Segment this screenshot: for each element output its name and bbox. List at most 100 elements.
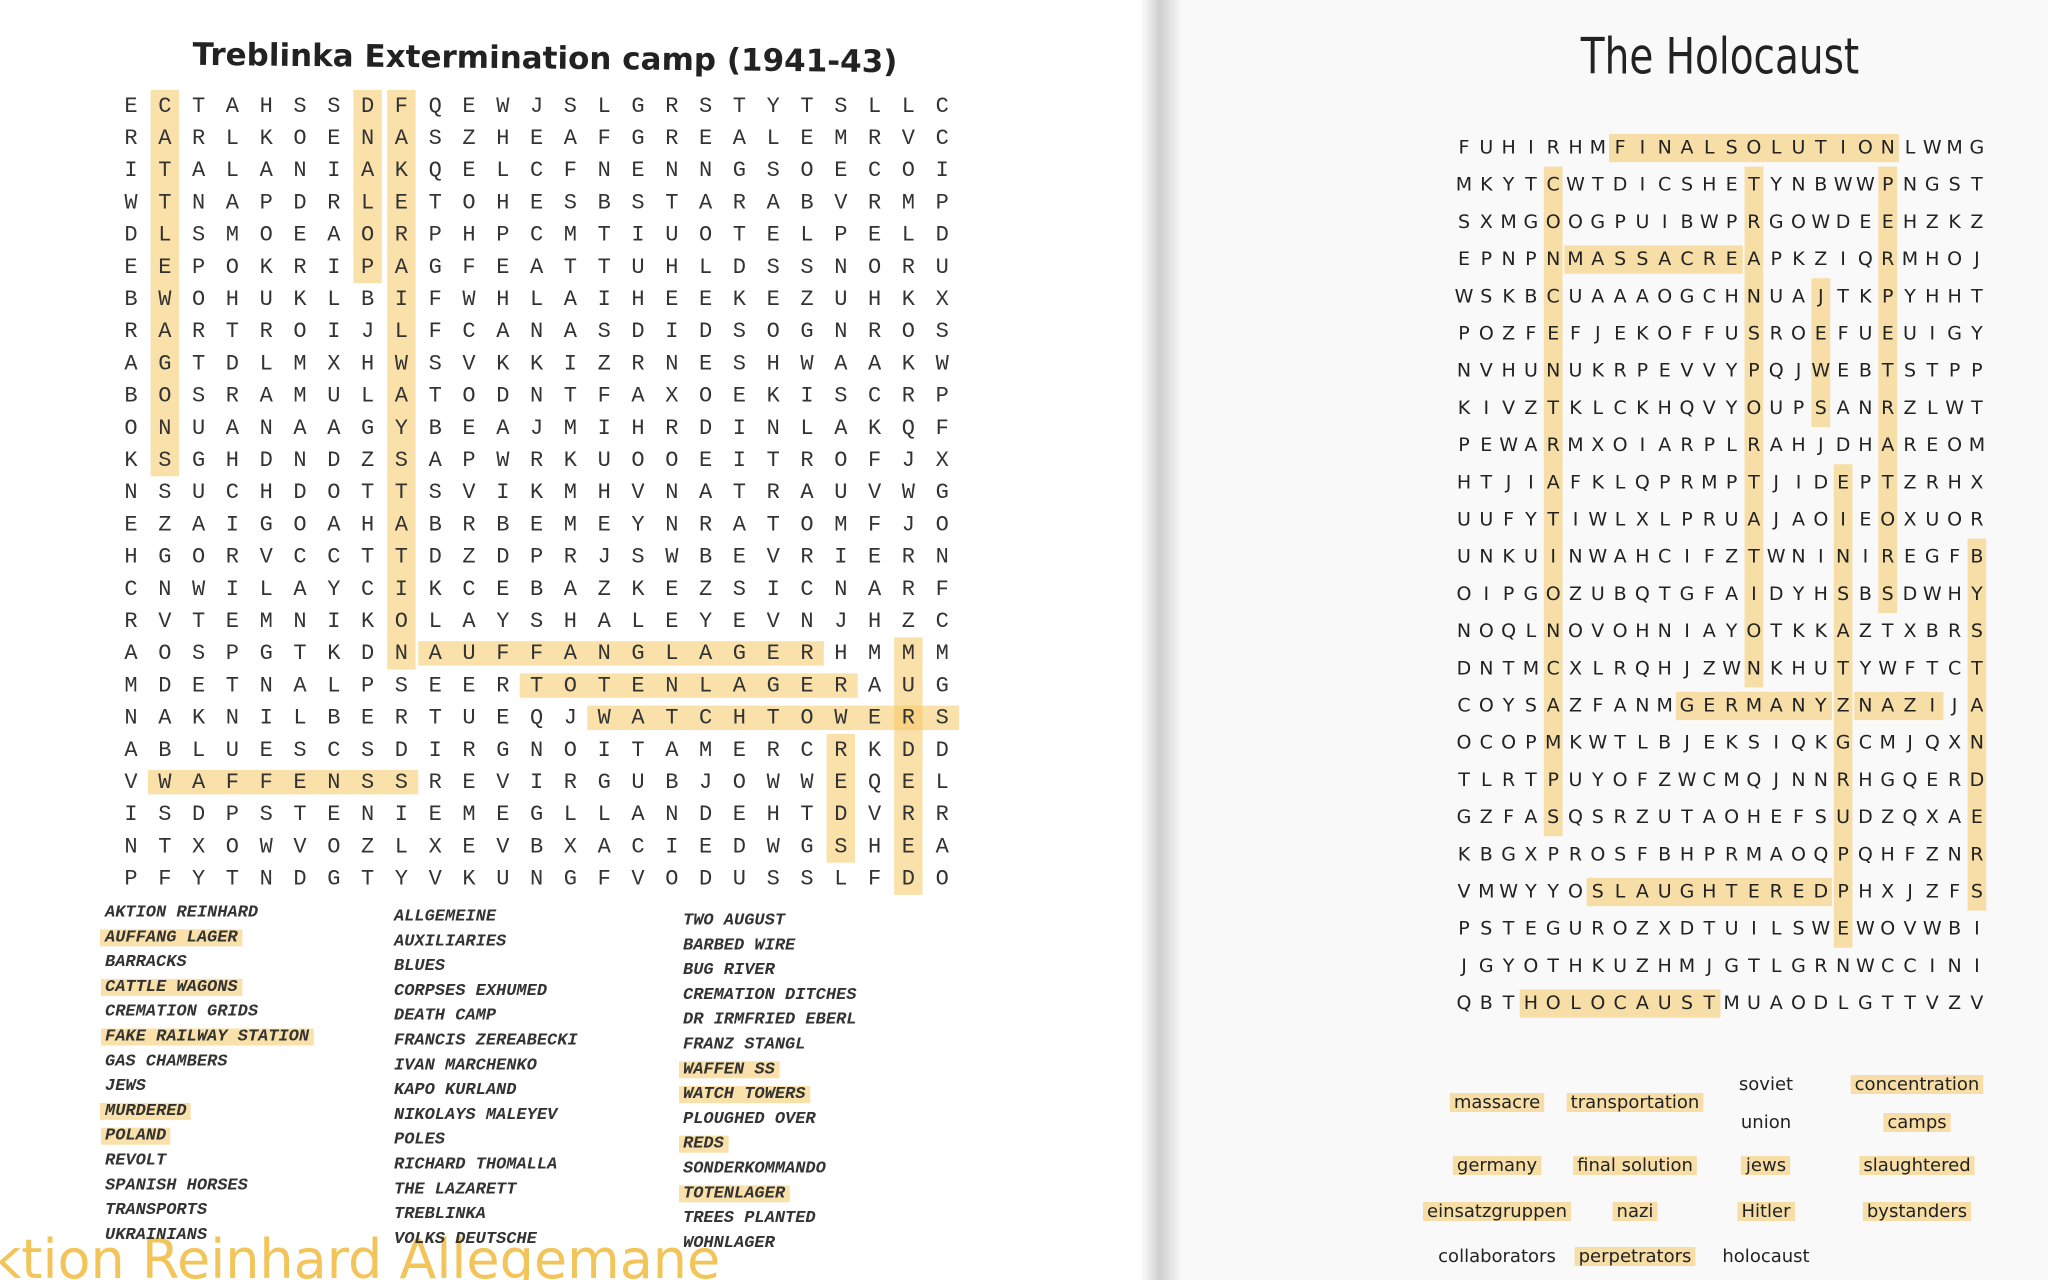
right-page	[1180, 0, 2048, 1280]
word-list-item: DEATH CAMP	[394, 1007, 497, 1026]
word-highlight	[100, 1102, 191, 1120]
word-list-item: WATCH TOWERS	[683, 1085, 806, 1104]
word-list-item: concentration	[1855, 1074, 1980, 1095]
grid-row: WTNAPDRLETOHESBSTARABVRMP	[124, 190, 948, 215]
word-list-item: AUXILIARIES	[393, 932, 507, 951]
grid-row: AOSPGTKDNAUFFANGLAGERHMMM	[124, 641, 948, 666]
word-list-item: FRANCIS ZEREABECKI	[394, 1031, 578, 1050]
word-highlight	[387, 89, 416, 670]
word-list-item: TOTENLAGER	[683, 1184, 786, 1203]
word-highlight	[418, 641, 824, 666]
grid-row: BOSRAMULATODNTFAXOEKISCRP	[124, 384, 948, 409]
grid-row: NTXOWVOZLXEVBXACIEDWGSHEA	[124, 834, 949, 859]
left-title: Treblinka Extermination camp (1941-43)	[192, 37, 897, 80]
word-list-item: jews	[1745, 1155, 1786, 1176]
word-list-item: AUFFANG LAGER	[104, 928, 238, 947]
word-highlight	[1612, 1202, 1658, 1221]
word-list-item: KAPO KURLAND	[394, 1081, 516, 1100]
word-list-item: FAKE RAILWAY STATION	[105, 1027, 310, 1046]
word-list-item: BUG RIVER	[683, 961, 776, 980]
word-list-item: ALLGEMEINE	[393, 907, 497, 926]
word-list-item: BARRACKS	[105, 953, 187, 972]
word-list-item: RICHARD THOMALLA	[394, 1155, 557, 1174]
word-list-item: THE LAZARETT	[394, 1180, 517, 1199]
word-list-item: soviet	[1739, 1074, 1793, 1095]
word-highlight	[1859, 1156, 1975, 1175]
word-highlight	[1566, 1093, 1704, 1112]
left-page	[0, 0, 1140, 1280]
word-list-item: WAFFEN SS	[683, 1060, 776, 1079]
word-highlight	[1586, 877, 1832, 907]
grid-row: PFYTNDGTYVKUNGFVODUSSLFDO	[124, 867, 948, 892]
word-highlight	[894, 637, 923, 895]
word-list-item: bystanders	[1867, 1201, 1967, 1222]
word-highlight	[101, 978, 243, 996]
grid-row: RARTROIJLFCANASDIDSOGNROS	[124, 319, 948, 344]
word-highlight	[1543, 166, 1563, 837]
word-highlight	[1737, 1202, 1796, 1221]
word-highlight	[1854, 691, 1944, 721]
word-list-item: IVAN MARCHENKO	[394, 1056, 538, 1075]
word-highlight	[1878, 166, 1898, 613]
word-highlight	[679, 1061, 780, 1079]
word-list-item: SONDERKOMMANDO	[683, 1159, 827, 1178]
word-list-item: CREMATION GRIDS	[105, 1003, 259, 1022]
grid-row: EZAIGOAHABRBEMEYNRATOMFJO	[124, 512, 948, 537]
grid-row: NSUCHDOTTSVIKMHVNATRAUVWG	[124, 480, 948, 505]
word-list-item: TREES PLANTED	[683, 1209, 816, 1228]
word-list-item: SPANISH HORSES	[105, 1176, 249, 1195]
word-highlight	[1967, 538, 1987, 911]
word-list-item: CORPSES EXHUMED	[394, 982, 547, 1001]
word-list-item: slaughtered	[1863, 1155, 1970, 1176]
word-list-item: POLAND	[105, 1127, 166, 1146]
word-highlight	[1675, 691, 1832, 721]
word-highlight	[826, 733, 855, 863]
word-list-item: FRANZ STANGL	[683, 1035, 805, 1054]
word-highlight	[1850, 1075, 1984, 1094]
word-highlight	[1883, 1113, 1951, 1132]
word-highlight	[1423, 1202, 1571, 1221]
word-list-item: WOHNLAGER	[683, 1234, 776, 1253]
grid-row: VWAFFENSSREVIRGUBJOWWEQEL	[124, 770, 948, 795]
word-list-item: JEWS	[105, 1077, 147, 1096]
word-highlight	[150, 89, 179, 477]
grid-row: HGORVCCTTDZDPRJSWBEVRIERN	[124, 545, 948, 570]
word-list-item: DR IRMFRIED EBERL	[683, 1011, 856, 1030]
grid-row: DLSMOEAORPHPCMTIUOTELPELD	[124, 223, 948, 248]
grid-row: CNWILAYCIKCEBAZKEZSICNARF	[124, 577, 948, 602]
grid-row: AGTDLMXHWSVKKIZRNESHWAAKW	[124, 351, 949, 376]
word-highlight	[679, 1135, 729, 1153]
word-highlight	[1740, 1156, 1791, 1175]
grid-row: ISDPSTENIEMEGLLANDEHTDVRR	[124, 802, 948, 827]
word-list-item: Hitler	[1741, 1201, 1791, 1222]
word-highlight	[1811, 278, 1831, 427]
word-list-item: REDS	[683, 1135, 725, 1154]
grid-row: ABLUESCSDIRGNOITAMERCRKDD	[124, 738, 948, 763]
word-highlight	[1574, 1247, 1696, 1266]
word-list-item: camps	[1887, 1112, 1946, 1133]
word-list-item: holocaust	[1722, 1246, 1809, 1267]
word-list-item: massacre	[1454, 1092, 1540, 1113]
word-highlight	[679, 1185, 790, 1203]
word-list-item: BARBED WIRE	[683, 936, 796, 955]
word-highlight	[679, 1086, 811, 1104]
word-list-item: PLOUGHED OVER	[683, 1110, 816, 1129]
word-list-item: CATTLE WAGONS	[105, 978, 238, 997]
word-list-item: TREBLINKA	[394, 1205, 486, 1224]
word-list-item: MURDERED	[104, 1102, 187, 1121]
word-list-item: POLES	[394, 1131, 446, 1150]
grid-row: MDETNALPSEERTOTENLAGERAUG	[124, 673, 948, 698]
word-highlight	[1833, 464, 1853, 948]
word-highlight	[1452, 1156, 1542, 1175]
word-list-item: NIKOLAYS MALEYEV	[394, 1106, 559, 1125]
word-list-item: GAS CHAMBERS	[105, 1052, 228, 1071]
word-highlight	[1608, 133, 1899, 163]
word-highlight	[147, 769, 419, 795]
word-list-item: TWO AUGUST	[683, 911, 786, 930]
word-highlight	[1564, 245, 1743, 274]
grid-row: BWOHUKLBIFWHLAIHEEKEZUHKX	[124, 287, 948, 312]
handwriting: ktion Reinhard Allegemane	[0, 1228, 720, 1280]
grid-row: RVTEMNIKOLAYSHALEYEVNJHZC	[124, 609, 948, 634]
word-highlight	[1573, 1156, 1697, 1175]
